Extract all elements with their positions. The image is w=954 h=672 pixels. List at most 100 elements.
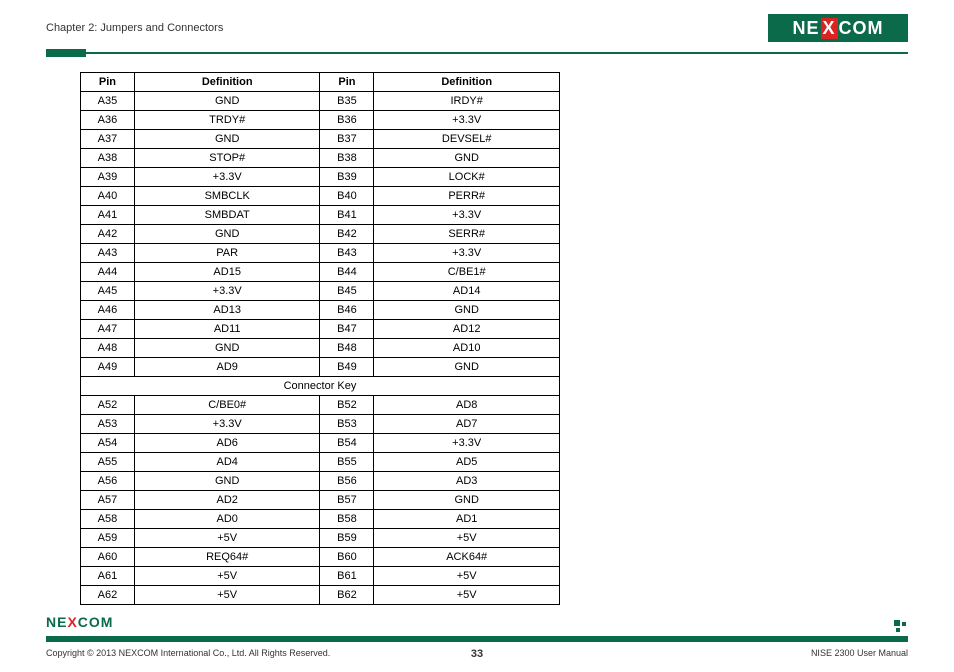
col-header-def-b: Definition: [374, 73, 560, 92]
definition-cell: AD13: [134, 301, 320, 320]
pin-cell: B43: [320, 244, 374, 263]
table-row: A43PARB43+3.3V: [81, 244, 560, 263]
definition-cell: +5V: [374, 567, 560, 586]
pin-cell: A41: [81, 206, 135, 225]
pin-cell: B47: [320, 320, 374, 339]
definition-cell: +5V: [374, 529, 560, 548]
table-row: A58AD0B58AD1: [81, 510, 560, 529]
pin-definition-table: Pin Definition Pin Definition A35GNDB35I…: [80, 72, 560, 605]
definition-cell: +5V: [134, 567, 320, 586]
definition-cell: SMBDAT: [134, 206, 320, 225]
footer-copyright: Copyright © 2013 NEXCOM International Co…: [46, 648, 330, 658]
footer-rule: [46, 636, 908, 642]
pin-cell: A59: [81, 529, 135, 548]
definition-cell: GND: [134, 130, 320, 149]
col-header-pin-a: Pin: [81, 73, 135, 92]
pin-cell: A44: [81, 263, 135, 282]
pin-cell: B45: [320, 282, 374, 301]
table-row: A47AD11B47AD12: [81, 320, 560, 339]
definition-cell: GND: [134, 339, 320, 358]
table-row: A60REQ64#B60ACK64#: [81, 548, 560, 567]
pin-cell: A37: [81, 130, 135, 149]
table-row: A61+5VB61+5V: [81, 567, 560, 586]
definition-cell: AD0: [134, 510, 320, 529]
pin-cell: A47: [81, 320, 135, 339]
table-row: A45+3.3VB45AD14: [81, 282, 560, 301]
connector-key-row: Connector Key: [81, 377, 560, 396]
definition-cell: AD15: [134, 263, 320, 282]
logo-text-x: X: [821, 18, 838, 39]
pin-cell: A38: [81, 149, 135, 168]
definition-cell: AD8: [374, 396, 560, 415]
definition-cell: AD14: [374, 282, 560, 301]
col-header-pin-b: Pin: [320, 73, 374, 92]
definition-cell: AD5: [374, 453, 560, 472]
definition-cell: C/BE1#: [374, 263, 560, 282]
pin-cell: A43: [81, 244, 135, 263]
definition-cell: +3.3V: [134, 415, 320, 434]
definition-cell: AD12: [374, 320, 560, 339]
table-row: A41SMBDATB41+3.3V: [81, 206, 560, 225]
table-row: A49AD9B49GND: [81, 358, 560, 377]
footer-brand-logo: NEXCOM: [46, 614, 113, 630]
table-row: A53+3.3VB53AD7: [81, 415, 560, 434]
footer-logo-text-left: NE: [46, 614, 67, 630]
logo-text-right: COM: [839, 18, 884, 39]
pin-cell: B42: [320, 225, 374, 244]
pin-cell: B56: [320, 472, 374, 491]
pin-cell: B62: [320, 586, 374, 605]
definition-cell: +3.3V: [374, 111, 560, 130]
pin-cell: A53: [81, 415, 135, 434]
pin-cell: A39: [81, 168, 135, 187]
definition-cell: GND: [374, 358, 560, 377]
definition-cell: GND: [374, 301, 560, 320]
logo-text-left: NE: [792, 18, 819, 39]
definition-cell: REQ64#: [134, 548, 320, 567]
col-header-def-a: Definition: [134, 73, 320, 92]
table-row: A42GNDB42SERR#: [81, 225, 560, 244]
pin-cell: A60: [81, 548, 135, 567]
definition-cell: C/BE0#: [134, 396, 320, 415]
footer-ornament-icon: [894, 620, 908, 634]
pin-cell: B54: [320, 434, 374, 453]
table-row: A39+3.3VB39LOCK#: [81, 168, 560, 187]
pin-cell: A55: [81, 453, 135, 472]
pin-cell: B57: [320, 491, 374, 510]
definition-cell: AD1: [374, 510, 560, 529]
definition-cell: IRDY#: [374, 92, 560, 111]
definition-cell: +3.3V: [134, 168, 320, 187]
table-row: A40SMBCLKB40PERR#: [81, 187, 560, 206]
definition-cell: AD4: [134, 453, 320, 472]
header-rule: [46, 52, 908, 54]
definition-cell: PAR: [134, 244, 320, 263]
pin-cell: B36: [320, 111, 374, 130]
footer-manual-name: NISE 2300 User Manual: [811, 648, 908, 658]
pin-cell: B59: [320, 529, 374, 548]
pin-cell: A35: [81, 92, 135, 111]
definition-cell: +3.3V: [134, 282, 320, 301]
definition-cell: AD10: [374, 339, 560, 358]
definition-cell: AD9: [134, 358, 320, 377]
definition-cell: +5V: [134, 529, 320, 548]
pin-cell: A40: [81, 187, 135, 206]
definition-cell: GND: [374, 149, 560, 168]
pin-cell: B35: [320, 92, 374, 111]
definition-cell: DEVSEL#: [374, 130, 560, 149]
table-row: A57AD2B57GND: [81, 491, 560, 510]
pin-cell: B38: [320, 149, 374, 168]
pin-cell: A58: [81, 510, 135, 529]
pin-cell: A57: [81, 491, 135, 510]
table-row: A59+5VB59+5V: [81, 529, 560, 548]
pin-cell: B41: [320, 206, 374, 225]
table-row: A37GNDB37DEVSEL#: [81, 130, 560, 149]
definition-cell: +3.3V: [374, 434, 560, 453]
definition-cell: +5V: [134, 586, 320, 605]
pin-cell: B46: [320, 301, 374, 320]
pin-cell: A48: [81, 339, 135, 358]
pin-cell: B48: [320, 339, 374, 358]
table-row: A54AD6B54+3.3V: [81, 434, 560, 453]
brand-logo: NEXCOM: [768, 14, 908, 42]
pin-cell: A46: [81, 301, 135, 320]
definition-cell: AD3: [374, 472, 560, 491]
definition-cell: SERR#: [374, 225, 560, 244]
